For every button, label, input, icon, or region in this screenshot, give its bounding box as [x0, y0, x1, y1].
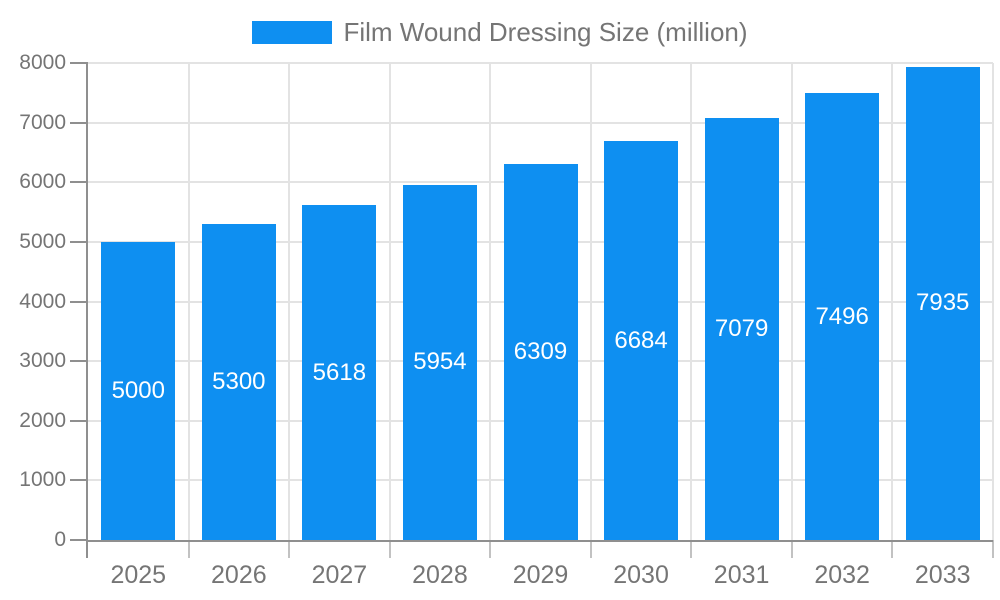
- bar-2032[interactable]: 7496: [805, 93, 880, 540]
- x-tick-label: 2031: [713, 561, 770, 589]
- y-tick-label: 8000: [19, 51, 66, 74]
- bar-value-label: 7496: [815, 302, 869, 330]
- y-tick-label: 3000: [19, 349, 66, 373]
- x-axis-tick: [992, 540, 994, 558]
- x-axis-tick: [489, 540, 492, 558]
- x-gridline: [589, 63, 592, 540]
- x-axis-tick: [288, 540, 291, 558]
- x-tick-label: 2033: [914, 561, 971, 589]
- x-axis-tick: [388, 540, 391, 558]
- y-gridline: [88, 62, 993, 64]
- y-axis-tick: [70, 62, 88, 64]
- x-tick-label: 2030: [613, 561, 669, 589]
- y-axis-tick: [70, 479, 88, 482]
- x-axis-tick: [790, 540, 793, 558]
- x-axis-tick: [891, 540, 894, 558]
- bar-2026[interactable]: 5300: [201, 223, 276, 540]
- x-axis-line: [88, 540, 993, 542]
- bar-2031[interactable]: 7079: [704, 117, 779, 540]
- y-axis-tick: [70, 121, 88, 124]
- bar-value-label: 5954: [413, 348, 467, 376]
- x-axis-tick: [589, 540, 592, 558]
- x-gridline: [288, 63, 291, 540]
- bar-value-label: 5300: [212, 367, 266, 395]
- y-tick-label: 0: [54, 528, 66, 551]
- x-tick-label: 2032: [814, 561, 870, 589]
- y-tick-label: 2000: [19, 408, 66, 432]
- y-tick-label: 1000: [19, 468, 66, 492]
- plot-area: 0 1000 2000 3000 4000 5000 6000 7000 8000 5000 202…: [19, 51, 994, 588]
- x-tick-label: 2025: [110, 561, 167, 589]
- y-gridline: [88, 121, 993, 124]
- legend[interactable]: Film Wound Dressing Size (million): [0, 17, 1000, 47]
- bar-value-label: 6684: [614, 326, 668, 354]
- y-tick-label: 4000: [19, 289, 66, 313]
- x-tick-label: 2027: [311, 561, 368, 589]
- x-gridline: [992, 63, 994, 540]
- y-tick-label: 7000: [19, 110, 66, 134]
- y-axis-line: [86, 63, 88, 558]
- x-gridline: [790, 63, 793, 540]
- y-axis-tick: [70, 360, 88, 363]
- x-axis-tick: [187, 540, 190, 558]
- x-gridline: [891, 63, 894, 540]
- x-gridline: [187, 63, 190, 540]
- y-axis-tick: [70, 539, 88, 541]
- x-gridline: [489, 63, 492, 540]
- x-tick-label: 2029: [512, 561, 569, 589]
- y-axis-tick: [70, 181, 88, 184]
- legend-swatch-icon: [252, 20, 333, 44]
- y-axis-tick: [70, 419, 88, 422]
- y-tick-label: 5000: [19, 229, 66, 253]
- bar-value-label: 5000: [111, 376, 165, 404]
- bar-2030[interactable]: 6684: [604, 141, 679, 540]
- bar-2028[interactable]: 5954: [402, 184, 477, 540]
- bar-value-label: 7079: [714, 314, 769, 342]
- bar-2025[interactable]: 5000: [101, 241, 176, 540]
- x-axis-tick: [690, 540, 693, 558]
- bar-2027[interactable]: 5618: [302, 205, 377, 540]
- y-axis-tick: [70, 240, 88, 243]
- bar-value-label: 6309: [513, 337, 568, 365]
- bar-value-label: 7935: [916, 289, 970, 317]
- x-gridline: [388, 63, 391, 540]
- bar-value-label: 5618: [312, 358, 367, 386]
- bar-2029[interactable]: 6309: [503, 163, 578, 540]
- x-gridline: [690, 63, 693, 540]
- x-tick-label: 2026: [211, 561, 267, 589]
- y-tick-label: 6000: [19, 170, 66, 194]
- bar-2033[interactable]: 7935: [905, 66, 980, 540]
- y-axis-tick: [70, 300, 88, 303]
- x-tick-label: 2028: [412, 561, 468, 589]
- legend-label: Film Wound Dressing Size (million): [343, 17, 748, 47]
